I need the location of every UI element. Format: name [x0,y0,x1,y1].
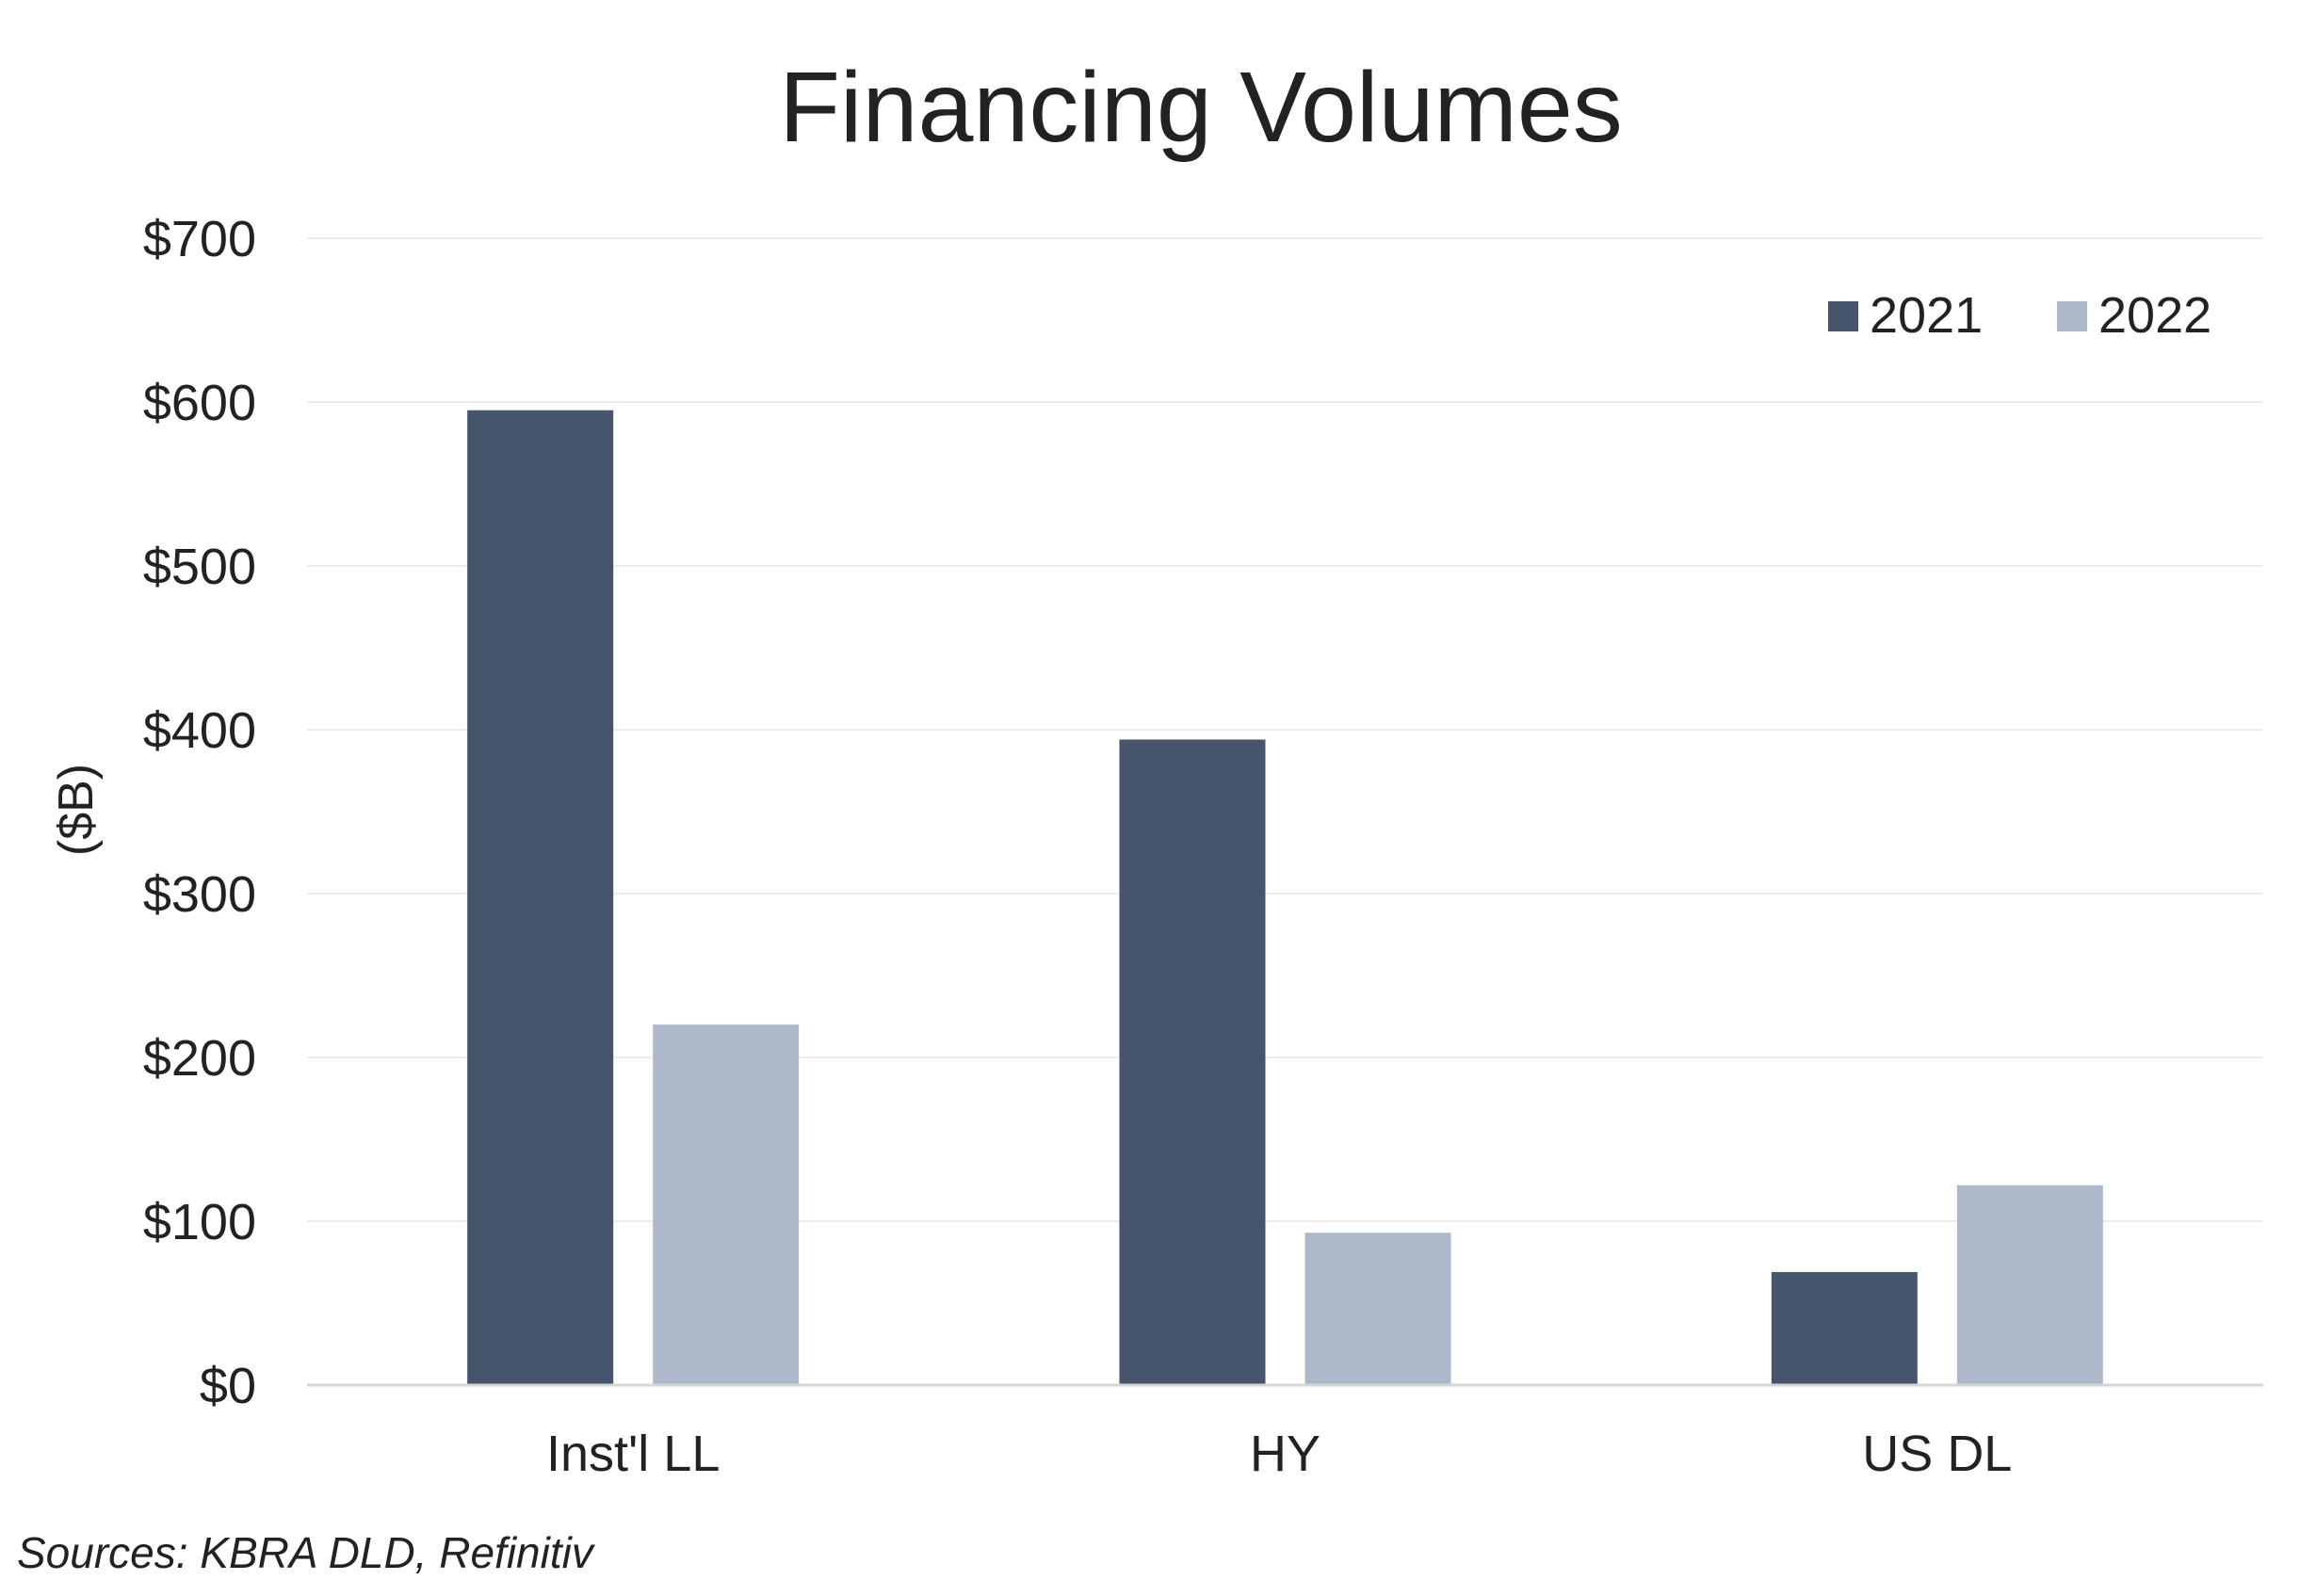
y-axis-label: ($B) [49,764,104,856]
bar-2022 [1956,1185,2103,1385]
bar-2022 [1304,1233,1451,1385]
x-tick-label: Inst'l LL [546,1426,720,1482]
bars [467,410,2103,1386]
gridlines [307,237,2263,1222]
bar-2021 [467,410,614,1386]
x-axis: Inst'l LL HY US DL [307,1383,2263,1482]
x-tick-label: US DL [1862,1426,2012,1482]
y-tick-label: $700 [143,211,256,267]
x-tick-label: HY [1250,1426,1320,1482]
legend-swatch [1828,301,1858,331]
y-tick-label: $200 [143,1030,256,1087]
bar-2021 [1119,739,1266,1385]
chart-title: Financing Volumes [779,52,1623,163]
y-tick-label: $300 [143,866,256,923]
legend-label: 2021 [1870,287,1983,344]
y-tick-label: $400 [143,702,256,759]
source-note: Sources: KBRA DLD, Refinitiv [17,1528,593,1577]
y-tick-label: $100 [143,1194,256,1250]
legend-swatch [2057,301,2087,331]
legend-label: 2022 [2098,287,2211,344]
y-tick-label: $600 [143,375,256,431]
legend: 2021 2022 [1828,287,2211,344]
y-axis: $0 $100 $200 $300 $400 $500 $600 $700 [143,211,256,1414]
bar-2022 [653,1024,800,1385]
y-tick-label: $0 [200,1358,256,1414]
y-tick-label: $500 [143,539,256,595]
bar-2021 [1771,1271,1918,1385]
